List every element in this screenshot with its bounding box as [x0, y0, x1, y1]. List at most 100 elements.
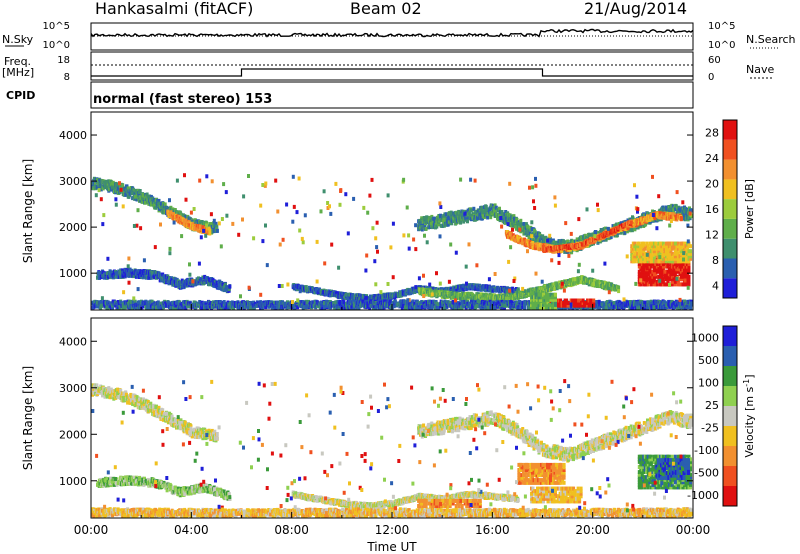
power-echo	[101, 186, 105, 191]
nsky-tick-high: 10^5	[43, 21, 70, 32]
power-echo	[99, 271, 103, 276]
power-echo	[131, 187, 135, 192]
power-echo	[130, 269, 134, 274]
power-echo	[208, 228, 212, 233]
power-echo	[111, 181, 115, 186]
power-echo	[432, 222, 436, 227]
nsearch-label: N.Search	[746, 33, 796, 46]
power-echo	[560, 248, 564, 253]
freq-tick-high: 18	[57, 55, 70, 66]
power-echo	[205, 221, 209, 226]
power-echo	[656, 217, 660, 222]
power-echo	[149, 275, 153, 280]
power-echo	[626, 218, 630, 223]
power-echo	[504, 214, 508, 219]
power-echo	[648, 217, 652, 222]
power-echo	[653, 216, 657, 221]
power-echo	[439, 214, 442, 219]
power-echo	[674, 207, 678, 212]
power-echo	[225, 285, 229, 290]
power-echo	[104, 272, 108, 277]
power-echo	[479, 208, 483, 212]
power-echo	[509, 218, 513, 222]
power-echo	[466, 219, 469, 224]
power-echo	[496, 217, 500, 221]
power-echo	[162, 274, 166, 279]
nsky-tick-low: 10^0	[43, 40, 70, 51]
power-echo	[203, 274, 207, 279]
power-echo	[528, 230, 532, 235]
power-echo	[121, 183, 125, 188]
nave-tick-high: 60	[708, 55, 721, 66]
power-echo	[465, 216, 469, 221]
power-echo	[644, 222, 648, 227]
power-echo	[418, 226, 422, 231]
power-echo	[171, 213, 175, 218]
power-echo	[566, 239, 570, 244]
power-echo	[623, 230, 627, 235]
nsearch-tick-low: 10^0	[708, 40, 735, 51]
power-echo	[683, 213, 686, 218]
power-echo	[450, 221, 454, 226]
power-echo	[227, 287, 231, 292]
power-echo	[435, 219, 439, 224]
power-echo	[128, 269, 131, 274]
power-echo	[109, 187, 113, 192]
power-echo	[141, 193, 145, 198]
power-echo	[519, 218, 523, 223]
power-echo	[679, 217, 683, 222]
power-echo	[459, 220, 463, 225]
power-echo	[514, 224, 518, 229]
power-echo	[96, 178, 99, 183]
cpid-label: CPID	[6, 89, 36, 102]
power-echo	[493, 203, 497, 208]
power-echo	[486, 215, 490, 220]
power-echo	[456, 213, 459, 218]
power-echo	[437, 218, 441, 223]
power-echo	[163, 202, 167, 207]
nsearch-tick-high: 10^5	[708, 21, 735, 32]
power-echo	[668, 209, 672, 214]
power-echo	[615, 233, 619, 238]
power-echo	[689, 208, 693, 213]
power-echo	[472, 206, 476, 211]
power-echo	[304, 285, 308, 290]
power-echo	[561, 242, 565, 246]
power-echo	[435, 224, 439, 229]
power-echo	[526, 225, 530, 229]
freq-tick-low: 8	[64, 72, 70, 83]
power-echo	[514, 226, 518, 231]
power-echo	[445, 219, 449, 224]
power-echo	[493, 208, 496, 213]
power-echo	[208, 231, 212, 236]
power-echo	[494, 205, 498, 210]
freq-label: Freq.	[4, 55, 32, 68]
power-echo	[444, 212, 448, 217]
power-echo	[187, 220, 191, 225]
power-echo	[104, 182, 108, 187]
power-echo	[111, 270, 115, 275]
power-echo	[504, 210, 508, 214]
station-title: Hankasalmi (fitACF)	[95, 0, 254, 18]
power-echo	[424, 226, 428, 231]
power-echo	[496, 208, 500, 213]
power-echo	[157, 198, 161, 203]
power-echo	[489, 215, 493, 220]
power-echo	[425, 220, 429, 225]
beam-title: Beam 02	[350, 0, 422, 18]
power-echo	[223, 282, 227, 287]
power-echo	[489, 206, 493, 211]
power-echo	[99, 187, 103, 192]
power-echo	[561, 239, 565, 244]
freq-unit-label: [MHz]	[2, 66, 35, 79]
power-echo	[478, 212, 482, 217]
power-echo	[433, 219, 437, 224]
power-echo	[154, 205, 158, 210]
power-echo	[449, 210, 453, 215]
power-echo	[513, 216, 516, 221]
power-echo	[97, 275, 101, 280]
power-echo	[423, 216, 427, 220]
